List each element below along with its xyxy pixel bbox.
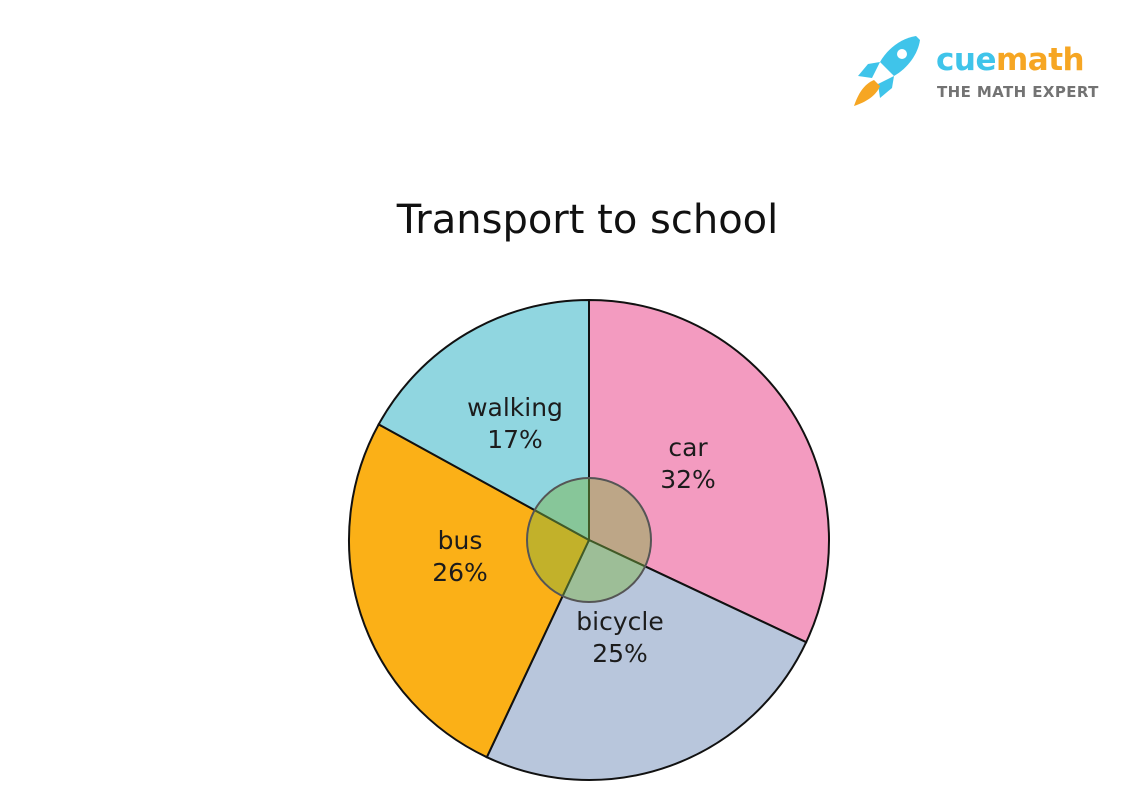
pie-slice-walking	[377, 298, 590, 542]
slice-value-bicycle: 25%	[592, 639, 648, 668]
brand-name-part1: cue	[936, 42, 996, 78]
slice-value-car: 32%	[660, 465, 716, 494]
slice-label-bicycle: bicycle	[576, 607, 663, 636]
slice-label-bus: bus	[438, 526, 483, 555]
pie-center-circle	[526, 477, 652, 603]
slice-label-car: car	[668, 433, 708, 462]
slice-label-walking: walking	[467, 393, 563, 422]
pie-slice-bicycle	[485, 538, 808, 781]
chart-title: Transport to school	[396, 197, 779, 243]
brand-name: cuemath	[936, 40, 1085, 80]
brand-logo: cuemath THE MATH EXPERT	[850, 34, 1100, 109]
slice-value-walking: 17%	[487, 425, 543, 454]
rocket-icon	[854, 36, 920, 106]
brand-tagline: THE MATH EXPERT	[937, 83, 1099, 101]
slice-value-bus: 26%	[432, 558, 488, 587]
brand-name-part2: math	[995, 42, 1085, 78]
